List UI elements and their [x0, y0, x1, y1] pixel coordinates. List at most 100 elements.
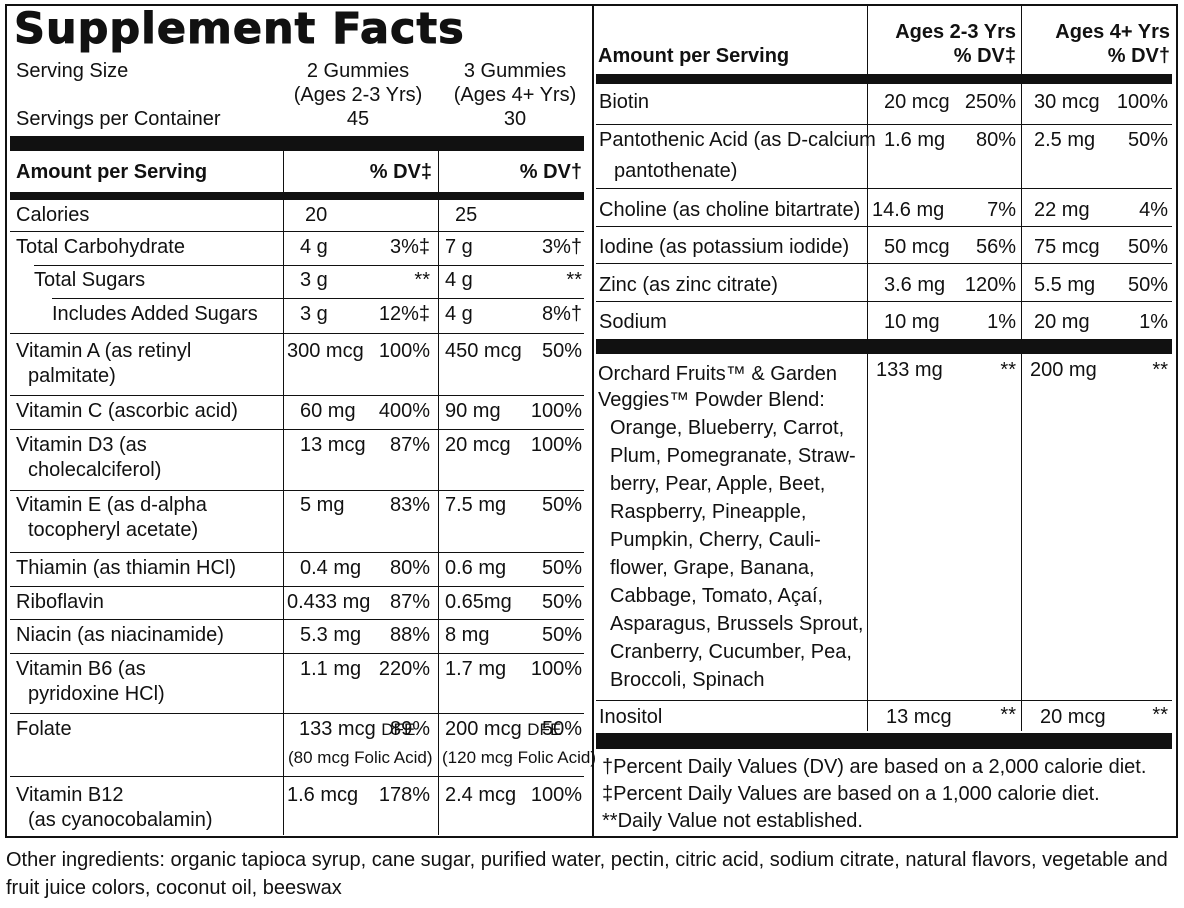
dv-b: 1%	[1139, 311, 1168, 333]
row-rule	[10, 231, 584, 232]
row-rule	[10, 333, 584, 334]
nutrient-name: Vitamin A (as retinyl	[16, 340, 192, 362]
row-rule	[10, 552, 584, 553]
amount-b: 1.7 mg	[445, 658, 507, 680]
nutrient-name: Vitamin B6 (as	[16, 658, 146, 680]
dv-b: 50%	[1127, 274, 1168, 296]
amount-a: 4 g	[300, 236, 328, 258]
dv-b: 50%	[1127, 129, 1168, 151]
dv-a: 220%	[378, 658, 430, 680]
amount-a: 14.6 mg	[872, 199, 945, 221]
nutrient-name: Iodine (as potassium iodide)	[599, 236, 850, 258]
amount-value: 133 mcg	[299, 718, 376, 740]
dv-b: 100%	[530, 658, 582, 680]
dv-b: 50%	[541, 591, 582, 613]
dv-b: 100%	[530, 784, 582, 806]
dv-header-a: % DV‡	[369, 161, 432, 183]
row-rule	[34, 265, 584, 266]
inositol-name: Inositol	[599, 706, 663, 728]
amount-b: 25	[455, 204, 478, 226]
blend-ingredient-line: Raspberry, Pineapple,	[610, 501, 807, 523]
dv-b: 100%	[530, 400, 582, 422]
row-rule	[596, 226, 1172, 227]
blend-ingredient-line: Pumpkin, Cherry, Cauli-	[610, 529, 821, 551]
row-rule	[10, 429, 584, 430]
amount-b: 2.4 mcg	[445, 784, 517, 806]
amount-b: 20 mcg	[445, 434, 511, 456]
blend-ingredient-line: Broccoli, Spinach	[610, 669, 765, 691]
amount-a: 13 mcg	[300, 434, 366, 456]
dv-b: 8%†	[541, 303, 582, 325]
amount-b: 0.65mg	[445, 591, 512, 613]
thick-rule	[596, 339, 1172, 354]
nutrient-name: Calories	[16, 204, 90, 226]
dv-a: 12%‡	[378, 303, 430, 325]
nutrient-name: Niacin (as niacinamide)	[16, 624, 224, 646]
amount-b: 8 mg	[445, 624, 490, 646]
row-rule	[10, 619, 584, 620]
row-rule	[10, 395, 584, 396]
amount-a: 50 mcg	[884, 236, 950, 258]
nutrient-name: Vitamin D3 (as	[16, 434, 147, 456]
dv-b: 50%	[541, 557, 582, 579]
medium-rule	[596, 74, 1172, 84]
amount-b: 5.5 mg	[1034, 274, 1096, 296]
dv-b: 3%†	[541, 236, 582, 258]
dv-b: 50%	[541, 624, 582, 646]
column-rule	[438, 151, 439, 835]
thick-rule	[10, 136, 584, 151]
amount-b: 7.5 mg	[445, 494, 507, 516]
right-dv-a: % DV‡	[953, 45, 1016, 67]
nutrient-name-cont: tocopheryl acetate)	[28, 519, 199, 541]
dv-a: 87%	[389, 591, 430, 613]
dv-b: **	[566, 269, 582, 291]
dv-a: 83%	[389, 494, 430, 516]
amount-a: 0.433 mg	[287, 591, 371, 613]
nutrient-name: Vitamin B12	[16, 784, 124, 806]
footnote-dv-not-established: **Daily Value not established.	[602, 810, 863, 832]
blend-ingredient-line: Orange, Blueberry, Carrot,	[610, 417, 845, 439]
nutrient-name-cont: pantothenate)	[614, 160, 738, 182]
amount-per-serving-header: Amount per Serving	[16, 161, 208, 183]
amount-a: 133 mcg DFE	[299, 717, 415, 742]
dv-a: **	[414, 269, 430, 291]
amount-b: 20 mg	[1034, 311, 1090, 333]
nutrient-name: Total Sugars	[34, 269, 146, 291]
nutrient-name: Riboflavin	[16, 591, 104, 613]
blend-dv-a: **	[1000, 359, 1016, 381]
panel-title: Supplement Facts	[14, 4, 465, 55]
row-rule	[10, 776, 584, 777]
amount-b: 90 mg	[445, 400, 501, 422]
right-dv-b: % DV†	[1107, 45, 1170, 67]
nutrient-name-cont: cholecalciferol)	[28, 459, 162, 481]
nutrient-name: Zinc (as zinc citrate)	[599, 274, 778, 296]
dv-b: 50%	[541, 718, 582, 740]
dv-a: 7%	[987, 199, 1016, 221]
amount-a: 1.6 mcg	[287, 784, 359, 806]
dv-a: 89%	[389, 718, 430, 740]
blend-amount-b: 200 mg	[1030, 359, 1097, 381]
dv-a: 88%	[389, 624, 430, 646]
amount-b: 22 mg	[1034, 199, 1090, 221]
servings-count-b: 30	[503, 108, 527, 130]
footnote-1000: ‡Percent Daily Values are based on a 1,0…	[602, 783, 1100, 805]
dv-header-b: % DV†	[519, 161, 582, 183]
nutrient-name: Folate	[16, 718, 72, 740]
dv-a: 400%	[378, 400, 430, 422]
amount-value: 200 mcg	[445, 718, 522, 740]
dv-a: 56%	[975, 236, 1016, 258]
blend-ingredient-line: Plum, Pomegranate, Straw-	[610, 445, 856, 467]
dv-a: 1%	[987, 311, 1016, 333]
row-rule	[10, 713, 584, 714]
amount-unit: DFE	[527, 720, 562, 739]
nutrient-name-cont: pyridoxine HCl)	[28, 683, 165, 705]
row-rule	[596, 124, 1172, 125]
dv-a: 120%	[964, 274, 1016, 296]
nutrient-name: Sodium	[599, 311, 667, 333]
nutrient-name-cont: (as cyanocobalamin)	[28, 809, 213, 831]
other-ingredients: Other ingredients: organic tapioca syrup…	[6, 849, 1168, 899]
dv-a: 100%	[378, 340, 430, 362]
blend-amount-a: 133 mg	[876, 359, 943, 381]
amount-a: 1.6 mg	[884, 129, 946, 151]
supplement-facts-panel	[5, 4, 1178, 838]
